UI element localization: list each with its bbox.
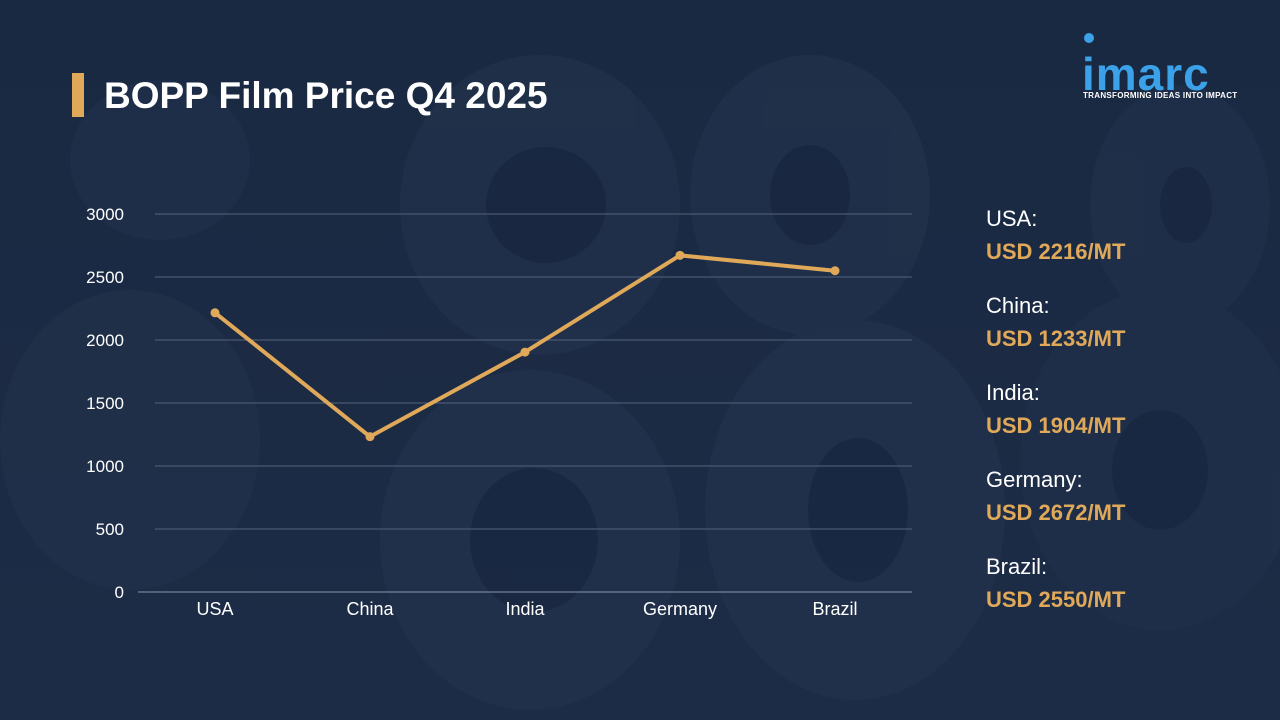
y-tick-label: 3000 (86, 205, 124, 224)
title-accent-bar (72, 73, 84, 117)
data-point (210, 308, 220, 318)
legend-country: China: (986, 293, 1050, 318)
series-line (213, 253, 837, 439)
x-tick-label: China (346, 599, 394, 619)
legend-price: USD 2216/MT (986, 239, 1126, 264)
logo-wordmark: imarc (1082, 48, 1210, 100)
legend-item-india: India: USD 1904/MT (986, 378, 1256, 465)
y-tick-label: 500 (96, 520, 124, 539)
gridlines (138, 213, 912, 593)
x-tick-label: USA (196, 599, 233, 619)
x-tick-label: India (505, 599, 545, 619)
legend-price: USD 1904/MT (986, 413, 1126, 438)
price-legend: USA: USD 2216/MT China: USD 1233/MT Indi… (986, 204, 1256, 639)
logo-tagline: TRANSFORMING IDEAS INTO IMPACT (1083, 91, 1238, 100)
legend-price: USD 2672/MT (986, 500, 1126, 525)
y-tick-label: 0 (115, 583, 124, 602)
imarc-logo: imarc TRANSFORMING IDEAS INTO IMPACT (1080, 32, 1250, 104)
data-point (365, 432, 375, 442)
legend-country: USA: (986, 206, 1038, 231)
data-point (830, 266, 840, 276)
y-tick-label: 1000 (86, 457, 124, 476)
chart-title: BOPP Film Price Q4 2025 (104, 75, 548, 116)
legend-country: Brazil: (986, 554, 1048, 579)
logo-dot (1084, 33, 1094, 43)
x-axis-ticks: USA China India Germany Brazil (196, 599, 857, 619)
legend-item-usa: USA: USD 2216/MT (986, 204, 1256, 291)
legend-price: USD 1233/MT (986, 326, 1126, 351)
x-tick-label: Brazil (812, 599, 857, 619)
data-point (520, 347, 530, 357)
y-tick-label: 1500 (86, 394, 124, 413)
x-tick-label: Germany (643, 599, 717, 619)
legend-country: Germany: (986, 467, 1083, 492)
legend-price: USD 2550/MT (986, 587, 1126, 612)
data-points (210, 250, 840, 442)
legend-item-germany: Germany: USD 2672/MT (986, 465, 1256, 552)
data-point (675, 250, 685, 260)
legend-country: India: (986, 380, 1040, 405)
y-tick-label: 2000 (86, 331, 124, 350)
legend-item-china: China: USD 1233/MT (986, 291, 1256, 378)
legend-item-brazil: Brazil: USD 2550/MT (986, 552, 1256, 639)
y-axis-ticks: 0 500 1000 1500 2000 2500 3000 (86, 205, 124, 602)
y-tick-label: 2500 (86, 268, 124, 287)
price-line (213, 253, 837, 439)
